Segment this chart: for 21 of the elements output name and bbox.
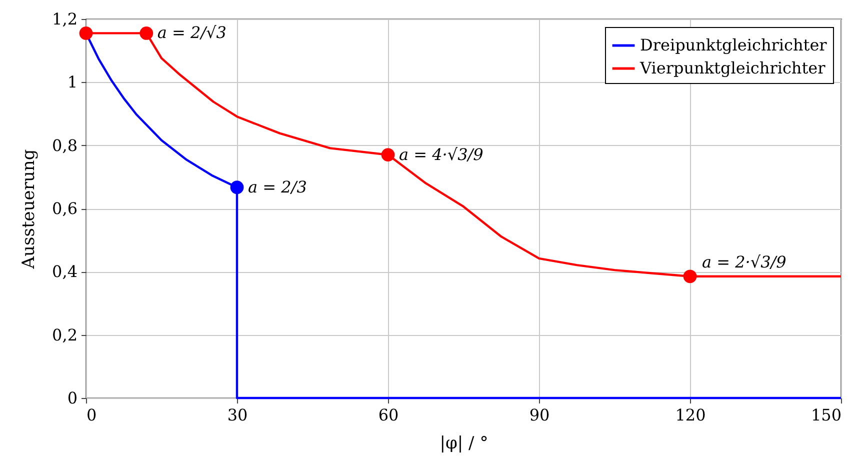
annotation: a = 4·√3/9 — [399, 144, 484, 164]
x-tick-label: 30 — [227, 406, 248, 424]
y-tick-label: 0,6 — [52, 199, 78, 218]
y-tick-label: 0,8 — [52, 136, 78, 155]
x-tick-label: 60 — [378, 406, 399, 424]
y-axis-title: Aussteuerung — [19, 149, 40, 270]
y-tick-label: 1 — [67, 72, 78, 92]
x-tick-label: 0 — [86, 406, 97, 424]
annotation: a = 2·√3/9 — [702, 252, 786, 272]
x-tick-label: 120 — [675, 406, 706, 424]
y-tick-label: 0 — [67, 388, 78, 408]
y-tick-label: 0,2 — [52, 325, 78, 344]
legend-label: Dreipunktgleichrichter — [640, 36, 828, 54]
legend-label: Vierpunktgleichrichter — [639, 58, 826, 78]
annotation: a = 2/3 — [248, 177, 307, 196]
annotation: a = 2/√3 — [157, 23, 226, 42]
y-tick-label: 0,4 — [52, 262, 78, 282]
x-tick-label: 90 — [529, 406, 550, 424]
y-tick-label: 1,2 — [52, 10, 78, 28]
x-tick-label: 150 — [810, 406, 842, 424]
x-axis-title: |φ| / ° — [440, 434, 488, 454]
